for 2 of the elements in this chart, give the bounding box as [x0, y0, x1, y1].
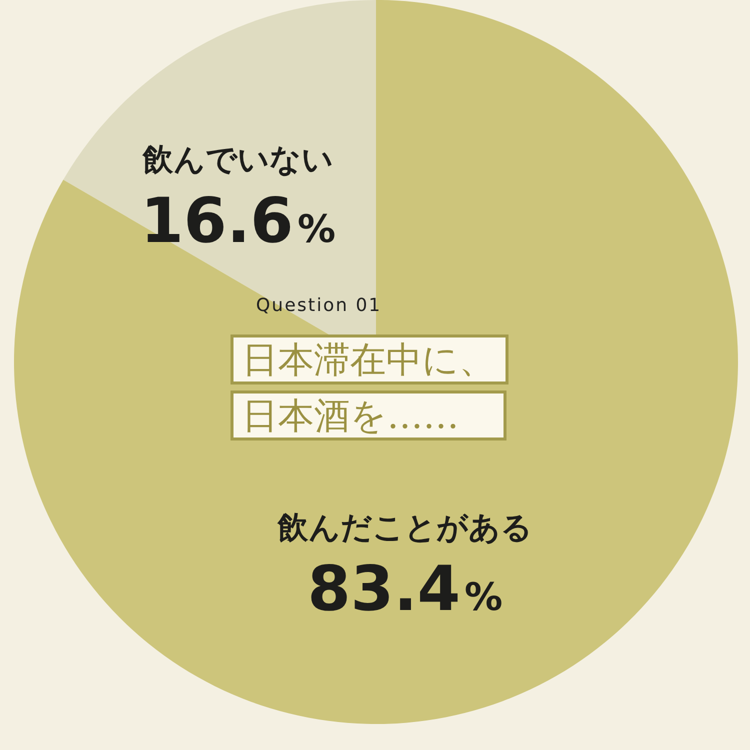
title: 日本滞在中に、日本酒を……	[230, 334, 508, 440]
subtitle: Question 01	[256, 295, 382, 316]
